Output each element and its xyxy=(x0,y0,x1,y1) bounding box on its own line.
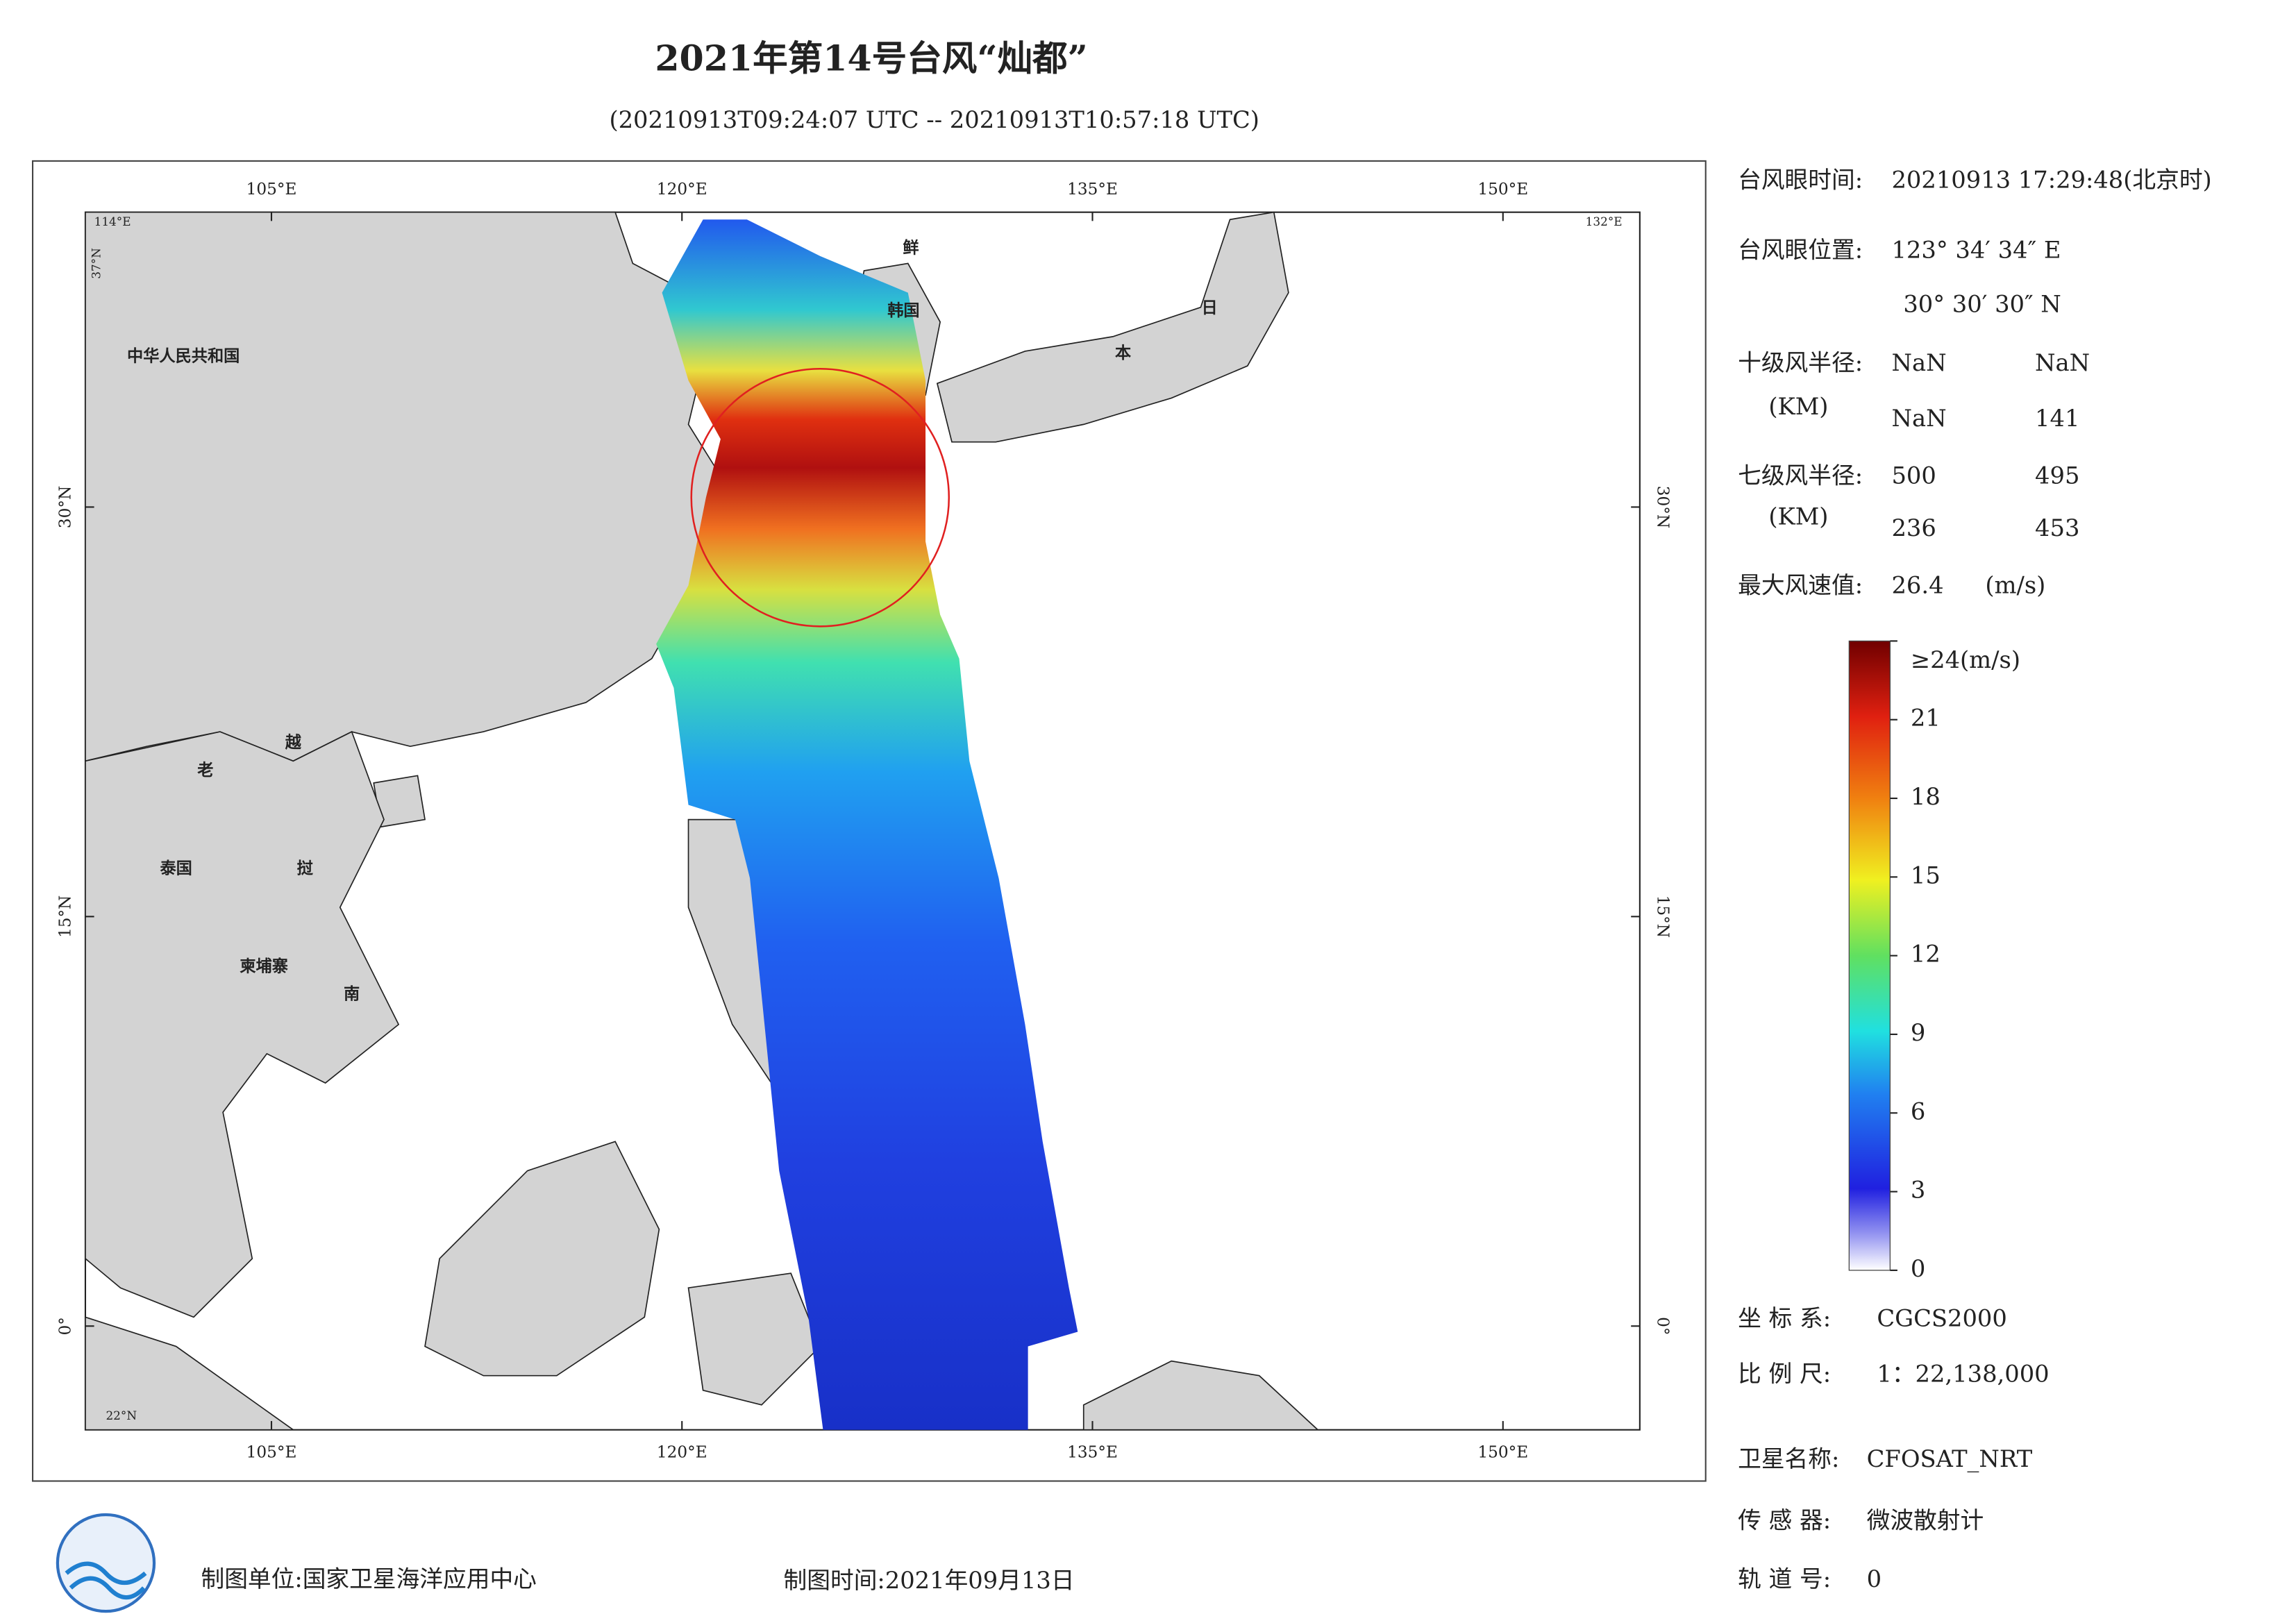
lat-label: 0° xyxy=(56,1317,75,1335)
lat-label: 30°N xyxy=(1653,486,1672,528)
lon-label: 135°E xyxy=(1067,1443,1118,1461)
map-labels: 中华人民共和国 鲜 韩国 日 本 老 越 泰国 挝 柬埔寨 南 xyxy=(127,238,1218,1003)
colorbar-label: 3 xyxy=(1911,1177,1925,1204)
country-label: 日 xyxy=(1201,298,1217,317)
country-label: 中华人民共和国 xyxy=(127,346,240,365)
info-label: 十级风半径: xyxy=(1738,349,1863,376)
corner-label: 114°E xyxy=(94,215,131,228)
country-label: 本 xyxy=(1115,344,1132,362)
info-value: CGCS2000 xyxy=(1877,1305,2006,1332)
corner-label: 37°N xyxy=(89,248,103,279)
logo-ring xyxy=(56,1513,156,1613)
country-label: 韩国 xyxy=(887,301,919,320)
wind-radius-circle xyxy=(690,368,950,628)
colorbar-label: 21 xyxy=(1911,705,1941,732)
info-label: 比 例 尺: xyxy=(1738,1361,1831,1388)
title: 2021年第14号台风“灿都” xyxy=(655,37,1087,79)
info-value: 1：22,138,000 xyxy=(1877,1361,2049,1388)
colorbar xyxy=(1848,640,1891,1271)
corner-label: 22°N xyxy=(106,1408,137,1422)
info-label: 最大风速值: xyxy=(1738,571,1863,598)
map-border xyxy=(31,160,1707,1482)
colorbar-label: 0 xyxy=(1911,1255,1925,1282)
info-value: 30° 30′ 30″ N xyxy=(1903,291,2061,318)
lon-label: 105°E xyxy=(246,180,297,199)
info-label: 七级风半径: xyxy=(1738,462,1863,489)
info-label: 台风眼位置: xyxy=(1738,237,1863,264)
info-value: NaN xyxy=(1891,405,1946,432)
info-value: 微波散射计 xyxy=(1867,1507,1984,1534)
info-value: 500 xyxy=(1891,462,1936,489)
info-value: NaN xyxy=(2035,349,2090,376)
colorbar-label: 9 xyxy=(1911,1019,1925,1046)
producer: 制图单位:国家卫星海洋应用中心 xyxy=(201,1565,536,1592)
info-unit: (KM) xyxy=(1768,503,1828,530)
subtitle: (20210913T09:24:07 UTC -- 20210913T10:57… xyxy=(609,106,1259,133)
info-label: 轨 道 号: xyxy=(1738,1565,1831,1592)
colorbar-label: ≥24(m/s) xyxy=(1911,646,2020,673)
country-label: 泰国 xyxy=(159,859,192,877)
info-value: 20210913 17:29:48(北京时) xyxy=(1891,166,2211,193)
land-borneo xyxy=(424,1141,660,1377)
lon-label: 120°E xyxy=(657,1443,707,1461)
land-new-guinea xyxy=(1082,1360,1320,1431)
logo xyxy=(56,1513,156,1613)
lat-label: 15°N xyxy=(56,895,75,938)
colorbar-label: 12 xyxy=(1911,941,1941,968)
lat-label: 30°N xyxy=(56,486,75,528)
info-label: 卫星名称: xyxy=(1738,1445,1839,1472)
info-value: 26.4 xyxy=(1891,571,1943,598)
colorbar-label: 6 xyxy=(1911,1098,1925,1125)
info-label: 坐 标 系: xyxy=(1738,1305,1831,1332)
country-label: 南 xyxy=(344,985,360,1004)
info-value: 495 xyxy=(2035,462,2079,489)
lon-label: 135°E xyxy=(1067,180,1118,199)
info-value: CFOSAT_NRT xyxy=(1867,1445,2033,1473)
lon-label: 105°E xyxy=(246,1443,297,1461)
info-unit: (KM) xyxy=(1768,393,1828,420)
country-label: 挝 xyxy=(297,859,314,877)
colorbar-label: 18 xyxy=(1911,783,1941,810)
info-label: 传 感 器: xyxy=(1738,1507,1831,1534)
wind-swath xyxy=(656,219,1078,1430)
country-label: 老 xyxy=(196,761,213,780)
lon-label: 150°E xyxy=(1477,1443,1528,1461)
land xyxy=(85,211,1320,1431)
logo-wave xyxy=(69,1576,146,1600)
info-value: NaN xyxy=(1891,349,1946,376)
map-date: 制图时间:2021年09月13日 xyxy=(784,1567,1075,1594)
land-indochina xyxy=(85,730,400,1318)
country-label: 越 xyxy=(285,733,302,752)
info-value: 141 xyxy=(2035,405,2079,432)
logo-wave xyxy=(65,1561,147,1586)
info-panel: 台风眼时间: 20210913 17:29:48(北京时) 台风眼位置: 123… xyxy=(1738,166,2212,1592)
info-value: 0 xyxy=(1867,1565,1882,1592)
info-value: 453 xyxy=(2035,514,2079,541)
colorbar-label: 15 xyxy=(1911,861,1941,889)
info-label: 台风眼时间: xyxy=(1738,166,1863,193)
country-label: 柬埔寨 xyxy=(240,957,288,976)
land-sumatra xyxy=(85,1316,295,1431)
info-unit: (m/s) xyxy=(1985,571,2045,598)
corner-label: 132°E xyxy=(1586,215,1623,228)
land-sulawesi xyxy=(687,1272,821,1406)
lat-label: 15°N xyxy=(1653,895,1672,938)
lat-label: 0° xyxy=(1653,1317,1672,1335)
lon-label: 150°E xyxy=(1477,180,1528,199)
country-label: 鲜 xyxy=(903,238,919,257)
info-value: 123° 34′ 34″ E xyxy=(1891,237,2061,264)
lon-label: 120°E xyxy=(657,180,707,199)
land-japan xyxy=(936,211,1289,443)
info-value: 236 xyxy=(1891,514,1936,541)
